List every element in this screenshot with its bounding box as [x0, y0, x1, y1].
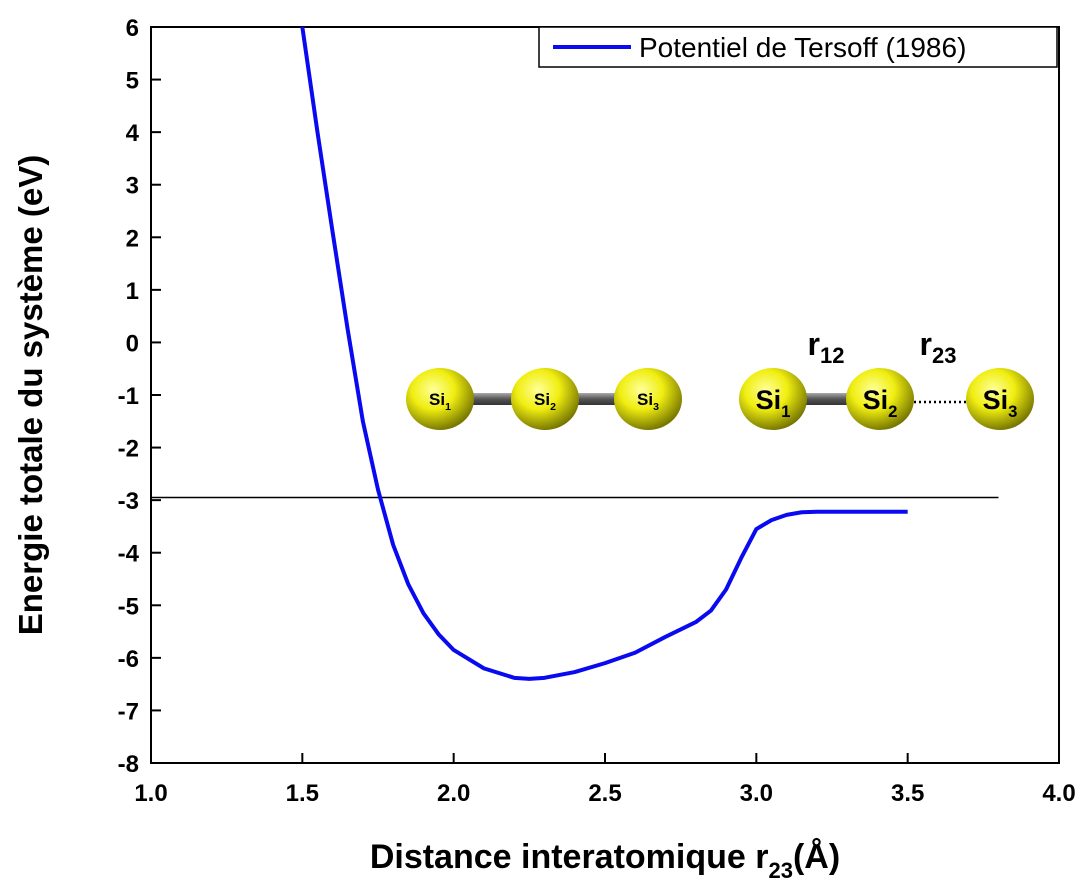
x-tick-label: 1.5: [286, 780, 319, 807]
x-tick-label: 1.0: [134, 780, 167, 807]
atom-label: Si2: [863, 385, 898, 421]
atom-label: Si2: [534, 390, 556, 413]
x-axis-title-text: Distance interatomique r: [370, 838, 769, 876]
label-text: Si: [863, 385, 889, 415]
label-sub: 2: [550, 401, 556, 413]
label-text: r: [808, 326, 820, 362]
x-tick-label: 4.0: [1042, 780, 1075, 807]
y-tick-label: -8: [118, 751, 139, 778]
label-text: r: [920, 326, 932, 362]
atom: [406, 368, 474, 430]
data-line: [300, 26, 908, 681]
atom-label: Si3: [637, 390, 659, 413]
y-tick-label: -1: [118, 383, 139, 410]
label-text: Si: [429, 390, 445, 409]
y-tick-label: -4: [118, 541, 140, 568]
y-tick-label: 1: [126, 278, 139, 305]
y-tick-label: 6: [126, 15, 139, 42]
atom-label: Si1: [756, 385, 791, 421]
y-tick-label: 3: [126, 173, 139, 200]
atom: [511, 368, 579, 430]
x-axis-title-unit: (Å): [793, 838, 840, 876]
y-tick-label: -6: [118, 646, 139, 673]
x-axis-title: Distance interatomique r23(Å): [370, 838, 840, 883]
x-axis-title-sub: 23: [768, 858, 792, 883]
distance-label: r12: [808, 326, 845, 368]
atom: [846, 368, 914, 430]
label-text: Si: [983, 385, 1009, 415]
label-text: Si: [756, 385, 782, 415]
x-tick-label: 3.5: [891, 780, 924, 807]
y-tick-label: -7: [118, 698, 139, 725]
label-sub: 12: [820, 343, 844, 368]
y-tick-label: -2: [118, 436, 139, 463]
y-tick-label: 0: [126, 330, 139, 357]
atom-label: Si3: [983, 385, 1018, 421]
y-tick-label: -5: [118, 593, 139, 620]
label-sub: 1: [445, 401, 451, 413]
y-axis-title: Energie totale du système (eV): [12, 155, 49, 635]
label-text: Si: [637, 390, 653, 409]
y-tick-label: -3: [118, 488, 139, 515]
legend-label: Potentiel de Tersoff (1986): [639, 32, 966, 63]
label-sub: 3: [653, 401, 659, 413]
label-text: Si: [534, 390, 550, 409]
distance-label: r23: [920, 326, 957, 368]
label-sub: 2: [888, 402, 897, 421]
atom: [614, 368, 682, 430]
x-tick-label: 2.5: [588, 780, 621, 807]
x-tick-label: 3.0: [740, 780, 773, 807]
atom: [739, 368, 807, 430]
label-sub: 23: [932, 343, 956, 368]
label-sub: 3: [1008, 402, 1017, 421]
y-tick-label: 4: [126, 120, 140, 147]
label-sub: 1: [781, 402, 790, 421]
y-tick-label: 2: [126, 225, 139, 252]
atom: [966, 368, 1034, 430]
x-tick-label: 2.0: [437, 780, 470, 807]
y-tick-label: 5: [126, 68, 139, 95]
atom-label: Si1: [429, 390, 451, 413]
